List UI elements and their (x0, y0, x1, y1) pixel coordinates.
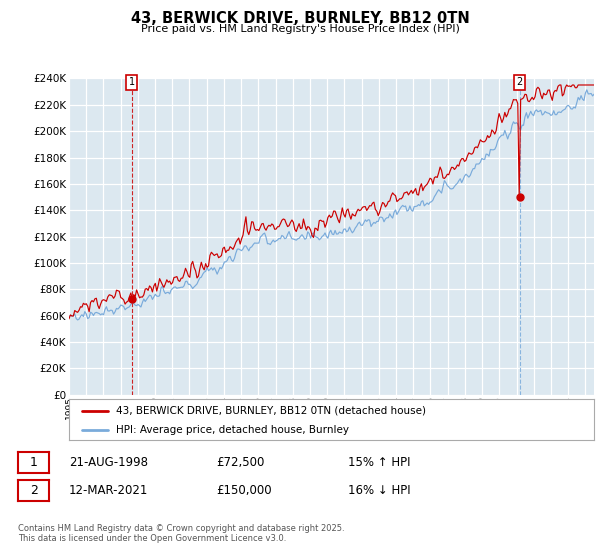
Text: HPI: Average price, detached house, Burnley: HPI: Average price, detached house, Burn… (116, 425, 349, 435)
Text: 43, BERWICK DRIVE, BURNLEY, BB12 0TN (detached house): 43, BERWICK DRIVE, BURNLEY, BB12 0TN (de… (116, 405, 426, 416)
Text: Contains HM Land Registry data © Crown copyright and database right 2025.
This d: Contains HM Land Registry data © Crown c… (18, 524, 344, 543)
Text: 1: 1 (29, 456, 38, 469)
Text: 21-AUG-1998: 21-AUG-1998 (69, 456, 148, 469)
Text: 1: 1 (128, 77, 135, 87)
Text: Price paid vs. HM Land Registry's House Price Index (HPI): Price paid vs. HM Land Registry's House … (140, 24, 460, 34)
Text: 2: 2 (517, 77, 523, 87)
Text: 43, BERWICK DRIVE, BURNLEY, BB12 0TN: 43, BERWICK DRIVE, BURNLEY, BB12 0TN (131, 11, 469, 26)
Text: 12-MAR-2021: 12-MAR-2021 (69, 484, 148, 497)
Text: 15% ↑ HPI: 15% ↑ HPI (348, 456, 410, 469)
Text: £150,000: £150,000 (216, 484, 272, 497)
Text: 2: 2 (29, 484, 38, 497)
Text: £72,500: £72,500 (216, 456, 265, 469)
Text: 16% ↓ HPI: 16% ↓ HPI (348, 484, 410, 497)
